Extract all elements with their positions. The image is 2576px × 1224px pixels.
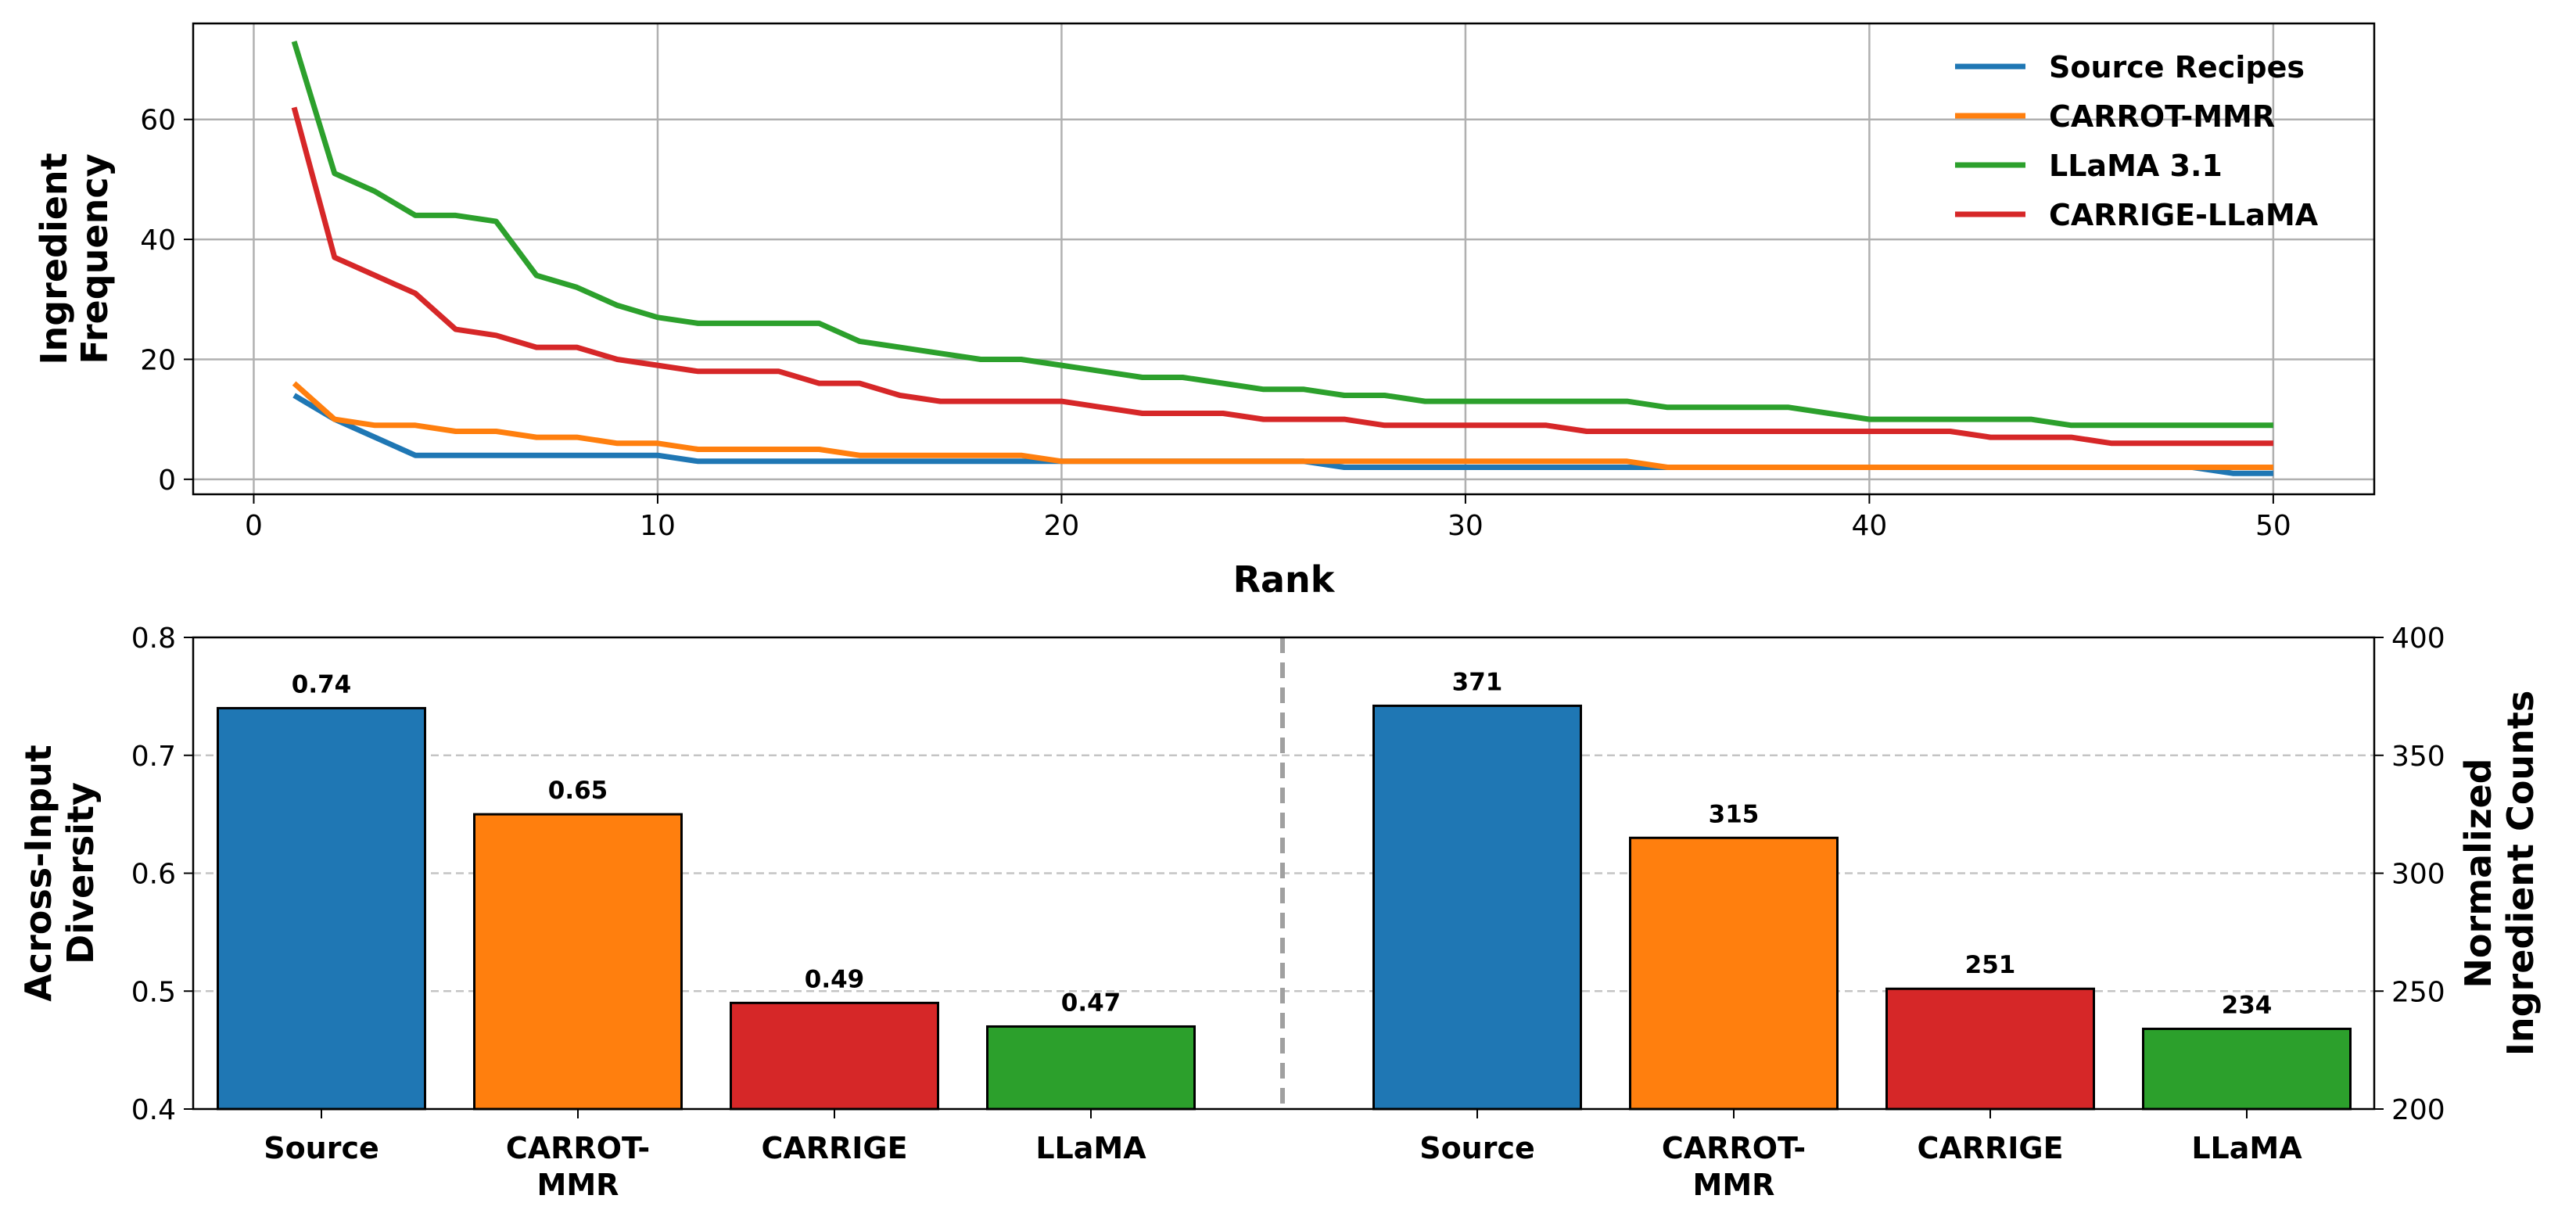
bar-value-label: 0.65 — [548, 777, 608, 805]
bar-source — [217, 706, 426, 1111]
bar-source — [1372, 704, 1582, 1111]
category-label-line: Source — [264, 1131, 379, 1165]
category-label-line: CARRIGE — [761, 1131, 907, 1165]
series-line-llama-3-1 — [291, 40, 2273, 429]
bar-carrige — [1885, 987, 2095, 1111]
x-tick-label: 30 — [1448, 510, 1484, 542]
category-label-line: CARROT- — [1662, 1131, 1806, 1165]
category-label-line: MMR — [537, 1168, 619, 1202]
y-tick-label: 20 — [140, 344, 176, 376]
bar-value-label: 0.49 — [805, 965, 865, 993]
category-label: CARRIGE — [1917, 1131, 2063, 1165]
plot-frame — [192, 636, 2376, 1111]
y-tick-label: 40 — [140, 224, 176, 257]
left-y-tick-label: 0.8 — [131, 623, 176, 655]
x-tick-label: 40 — [1851, 510, 1887, 542]
category-label: Source — [1419, 1131, 1535, 1165]
bar-value-label: 0.47 — [1061, 989, 1121, 1017]
diversity-and-counts-bar-chart: 0.4 0.5 0.6 0.7 0.8 200 250 300 350 400 0.74 Source… — [17, 623, 2542, 1202]
right-y-tick-label: 300 — [2391, 859, 2445, 891]
x-tick-label: 10 — [640, 510, 676, 542]
left-y-tick-label: 0.4 — [131, 1094, 176, 1126]
bar-value-label: 315 — [1709, 800, 1760, 828]
y-axis-label: IngredientFrequency — [33, 153, 116, 364]
right-y-axis-label-line: Normalized — [2457, 758, 2499, 988]
category-label-line: Source — [1419, 1131, 1535, 1165]
bar-carrot-mmr — [1629, 836, 1839, 1111]
right-y-tick-label: 350 — [2391, 741, 2445, 773]
y-axis-label-line: Frequency — [74, 153, 116, 364]
x-tick-label: 0 — [245, 510, 263, 542]
bar-value-label: 234 — [2222, 991, 2273, 1019]
x-tick-label: 50 — [2255, 510, 2291, 542]
bar-llama — [986, 1025, 1196, 1111]
left-y-axis-label: Across-InputDiversity — [17, 745, 102, 1002]
y-axis-label-line: Ingredient — [33, 153, 75, 364]
left-y-axis-label-line: Across-Input — [17, 745, 59, 1002]
category-label-line: MMR — [1693, 1168, 1775, 1202]
right-y-axis-label-line: Ingredient Counts — [2499, 691, 2542, 1057]
category-label-line: LLaMA — [1035, 1131, 1146, 1165]
y-tick-label: 60 — [140, 105, 176, 137]
left-y-axis-label-line: Diversity — [59, 782, 102, 964]
category-label: LLaMA — [1035, 1131, 1146, 1165]
series-line-carrige-llama — [291, 106, 2273, 447]
bar-value-label: 0.74 — [292, 670, 352, 698]
legend-label-llama-3-1: LLaMA 3.1 — [2049, 149, 2223, 183]
right-y-tick-label: 250 — [2391, 976, 2445, 1008]
y-tick-label: 0 — [158, 465, 176, 497]
left-y-tick-label: 0.6 — [131, 859, 176, 891]
category-label: CARROT-MMR — [506, 1131, 650, 1202]
left-y-tick-label: 0.5 — [131, 976, 176, 1008]
category-label-line: CARRIGE — [1917, 1131, 2063, 1165]
category-label: Source — [264, 1131, 379, 1165]
category-label: CARROT-MMR — [1662, 1131, 1806, 1202]
right-y-tick-label: 400 — [2391, 623, 2445, 655]
category-label: LLaMA — [2191, 1131, 2302, 1165]
category-label: CARRIGE — [761, 1131, 907, 1165]
right-y-axis-label: NormalizedIngredient Counts — [2457, 691, 2542, 1057]
bar-llama — [2142, 1027, 2352, 1111]
plot-frame — [192, 22, 2376, 496]
series-line-carrot-mmr — [292, 381, 2273, 470]
legend-label-source-recipes: Source Recipes — [2049, 50, 2305, 84]
bar-carrot-mmr — [473, 813, 683, 1111]
left-y-tick-label: 0.7 — [131, 741, 176, 773]
rank-frequency-line-chart: 0 10 20 30 40 50 0 20 40 60 Source Recipes CARROT-M… — [33, 22, 2376, 601]
legend-label-carrot-mmr: CARROT-MMR — [2049, 99, 2275, 134]
bar-value-label: 251 — [1965, 951, 2016, 979]
bar-value-label: 371 — [1452, 668, 1503, 696]
category-label-line: CARROT- — [506, 1131, 650, 1165]
right-y-tick-label: 200 — [2391, 1094, 2445, 1126]
x-tick-label: 20 — [1044, 510, 1080, 542]
legend-label-carrige-llama: CARRIGE-LLaMA — [2049, 198, 2319, 232]
bar-carrige — [730, 1001, 939, 1111]
x-axis-label: Rank — [1233, 558, 1336, 601]
category-label-line: LLaMA — [2191, 1131, 2302, 1165]
